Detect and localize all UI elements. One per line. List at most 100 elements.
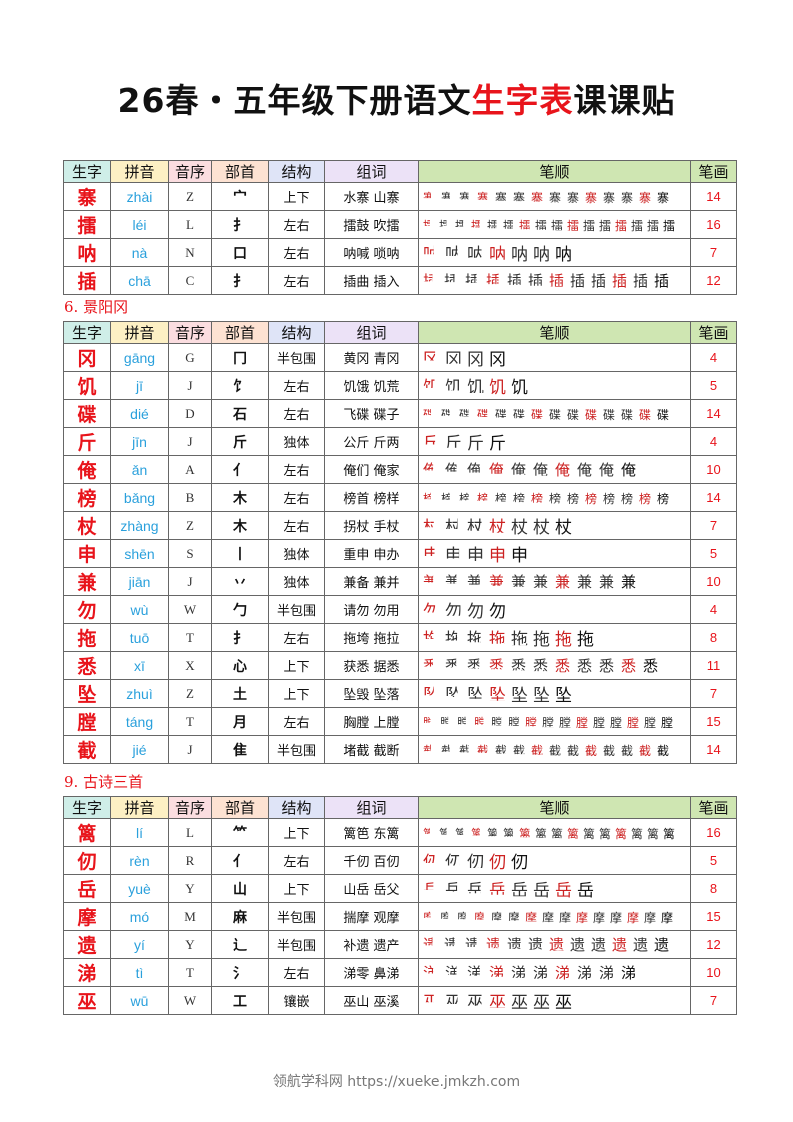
stroke-order-frame: 擂 [551,219,564,233]
cell-stroke-count: 16 [690,210,737,239]
stroke-order-frame: 插 [612,272,628,290]
table-row: 勿 wù W 勹半包围 请勿 勿用勿勿勿勿 4 [63,595,737,624]
stroke-order-frame: 碟 [441,408,454,422]
stroke-order-frame: 榜 [657,492,670,506]
cell-stroke-order: 碟碟碟碟碟碟碟碟碟碟碟碟碟碟 [418,399,691,428]
header-words: 组词 [324,160,419,183]
stroke-order-frame: 截 [621,744,634,758]
stroke-order-frame: 寨 [585,191,598,205]
cell-character: 坠 [63,679,111,708]
stroke-order-frame: 遗 [591,936,607,954]
stroke-order-frame: 兼 [423,573,439,591]
stroke-order-frame: 擂 [631,219,644,233]
stroke-order-frame: 摩 [559,911,572,925]
stroke-order-frame: 碟 [423,408,436,422]
cell-index-letter: J [168,427,212,456]
cell-words: 请勿 勿用 [324,595,419,624]
cell-character: 兼 [63,567,111,596]
header-stroke-count: 笔画 [690,796,737,819]
cell-words: 公斤 斤两 [324,427,419,456]
stroke-order-frame: 摩 [644,911,657,925]
cell-pinyin: gāng [110,343,169,372]
cell-index-letter: W [168,595,212,624]
stroke-order-frame: 摩 [593,911,606,925]
cell-words: 涕零 鼻涕 [324,958,419,987]
cell-index-letter: C [168,266,212,295]
cell-radical: 月 [211,707,269,736]
cell-index-letter: S [168,539,212,568]
stroke-order-frame: 榜 [423,492,436,506]
stroke-order-frame: 截 [423,744,436,758]
cell-structure: 独体 [268,427,325,456]
cell-character: 俺 [63,455,111,484]
stroke-order-frame: 仞 [489,853,506,873]
cell-pinyin: zhàng [110,511,169,540]
table-row: 涕 tì T 氵左右 涕零 鼻涕涕涕涕涕涕涕涕涕涕涕 10 [63,958,737,987]
table-row: 遗 yí Y 辶半包围 补遗 遗产遗遗遗遗遗遗遗遗遗遗遗遗 12 [63,930,737,959]
cell-structure: 上下 [268,651,325,680]
title-highlight: 生字表 [471,81,574,120]
cell-stroke-order: 遗遗遗遗遗遗遗遗遗遗遗遗 [418,930,691,959]
cell-index-letter: D [168,399,212,428]
stroke-order-frame: 插 [528,272,544,290]
cell-character: 摩 [63,902,111,931]
stroke-order-frame: 碟 [621,408,634,422]
stroke-order-frame: 呐 [445,245,462,265]
stroke-order-frame: 悉 [555,657,571,675]
cell-character: 寨 [63,182,111,211]
stroke-order-frame: 岳 [533,881,550,901]
stroke-order-frame: 俺 [423,461,439,479]
stroke-order-frame: 呐 [555,245,572,265]
cell-index-letter: T [168,707,212,736]
cell-index-letter: X [168,651,212,680]
stroke-order-frame: 岳 [445,881,462,901]
stroke-order-frame: 冈 [467,350,484,370]
stroke-order-frame: 碟 [567,408,580,422]
cell-words: 飞碟 碟子 [324,399,419,428]
cell-stroke-count: 12 [690,266,737,295]
stroke-order-frame: 擂 [583,219,596,233]
stroke-order-frame: 碟 [639,408,652,422]
stroke-order-frame: 擂 [423,219,436,233]
cell-words: 千仞 百仞 [324,846,419,875]
stroke-order-frame: 巫 [533,993,550,1013]
stroke-order-frame: 遗 [465,936,481,954]
cell-words: 擂鼓 吹擂 [324,210,419,239]
cell-stroke-count: 5 [690,846,737,875]
cell-index-letter: L [168,210,212,239]
cell-index-letter: J [168,735,212,764]
header-stroke-order: 笔顺 [418,160,691,183]
stroke-order-frame: 巫 [423,993,440,1013]
stroke-order-frame: 拖 [467,630,484,650]
stroke-order-frame: 碟 [495,408,508,422]
stroke-order-frame: 膛 [457,716,470,730]
cell-pinyin: shēn [110,539,169,568]
table-row: 杖 zhàng Z 木左右 拐杖 手杖杖杖杖杖杖杖杖 7 [63,511,737,540]
cell-words: 获悉 据悉 [324,651,419,680]
stroke-order-frame: 遗 [444,936,460,954]
table-row: 膛 táng T 月左右 胸膛 上膛膛膛膛膛膛膛膛膛膛膛膛膛膛膛膛 15 [63,707,737,736]
cell-stroke-order: 篱篱篱篱篱篱篱篱篱篱篱篱篱篱篱篱 [418,818,691,847]
cell-character: 申 [63,539,111,568]
stroke-order-frame: 杖 [533,518,550,538]
stroke-order-frame: 寨 [459,191,472,205]
cell-pinyin: táng [110,707,169,736]
table-row: 巫 wū W 工镶嵌 巫山 巫溪巫巫巫巫巫巫巫 7 [63,986,737,1015]
cell-radical: 心 [211,651,269,680]
stroke-order-frame: 遗 [612,936,628,954]
cell-character: 巫 [63,986,111,1015]
table-row: 俺 ǎn A 亻左右 俺们 俺家俺俺俺俺俺俺俺俺俺俺 10 [63,455,737,484]
cell-structure: 独体 [268,567,325,596]
stroke-order-frame: 申 [467,546,484,566]
stroke-order-frame: 兼 [467,573,483,591]
header-stroke-order: 笔顺 [418,796,691,819]
stroke-order-frame: 膛 [508,716,521,730]
stroke-order-frame: 拖 [555,630,572,650]
stroke-order-frame: 篱 [439,827,452,841]
stroke-order-frame: 巫 [445,993,462,1013]
cell-words: 重申 申办 [324,539,419,568]
table-row: 寨 zhài Z 宀上下 水寨 山寨寨寨寨寨寨寨寨寨寨寨寨寨寨寨 14 [63,182,737,211]
table-row: 冈 gāng G 冂半包围 黄冈 青冈冈冈冈冈 4 [63,343,737,372]
cell-character: 呐 [63,238,111,267]
stroke-order-frame: 擂 [647,219,660,233]
